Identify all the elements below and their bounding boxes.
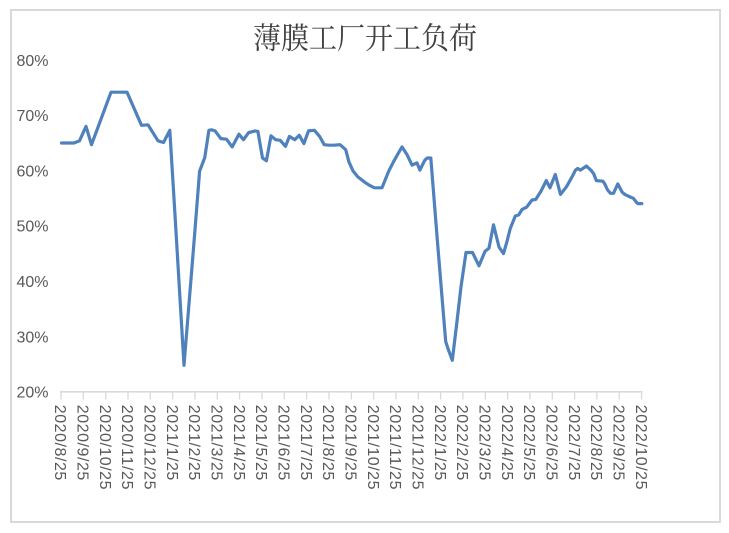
svg-text:2021/8/25: 2021/8/25	[319, 405, 336, 481]
svg-text:2021/7/25: 2021/7/25	[297, 405, 314, 481]
svg-text:2021/10/25: 2021/10/25	[364, 405, 381, 490]
svg-text:2022/5/25: 2022/5/25	[520, 405, 537, 481]
svg-text:2022/8/25: 2022/8/25	[587, 405, 604, 481]
svg-text:2020/12/25: 2020/12/25	[141, 405, 158, 490]
svg-text:40%: 40%	[16, 274, 48, 291]
svg-text:2022/2/25: 2022/2/25	[453, 405, 470, 481]
svg-text:2021/2/25: 2021/2/25	[185, 405, 202, 481]
svg-text:70%: 70%	[16, 108, 48, 125]
svg-text:2022/7/25: 2022/7/25	[565, 405, 582, 481]
svg-text:2021/12/25: 2021/12/25	[409, 405, 426, 490]
svg-text:2021/11/25: 2021/11/25	[386, 405, 403, 490]
svg-text:2021/1/25: 2021/1/25	[163, 405, 180, 481]
svg-text:2022/10/25: 2022/10/25	[632, 405, 649, 490]
svg-text:2020/11/25: 2020/11/25	[118, 405, 135, 490]
svg-text:2022/4/25: 2022/4/25	[498, 405, 515, 481]
svg-text:2021/9/25: 2021/9/25	[342, 405, 359, 481]
svg-text:2022/1/25: 2022/1/25	[431, 405, 448, 481]
svg-text:20%: 20%	[16, 385, 48, 402]
svg-text:2020/9/25: 2020/9/25	[74, 405, 91, 481]
svg-text:2020/10/25: 2020/10/25	[96, 405, 113, 490]
svg-text:2021/4/25: 2021/4/25	[230, 405, 247, 481]
svg-text:50%: 50%	[16, 219, 48, 236]
svg-text:2021/3/25: 2021/3/25	[208, 405, 225, 481]
svg-text:2022/9/25: 2022/9/25	[610, 405, 627, 481]
svg-text:30%: 30%	[16, 329, 48, 346]
svg-text:2021/5/25: 2021/5/25	[252, 405, 269, 481]
svg-text:2022/3/25: 2022/3/25	[476, 405, 493, 481]
svg-text:80%: 80%	[16, 53, 48, 70]
svg-text:2022/6/25: 2022/6/25	[543, 405, 560, 481]
svg-text:60%: 60%	[16, 164, 48, 181]
svg-text:2020/8/25: 2020/8/25	[51, 405, 68, 481]
svg-text:2021/6/25: 2021/6/25	[275, 405, 292, 481]
